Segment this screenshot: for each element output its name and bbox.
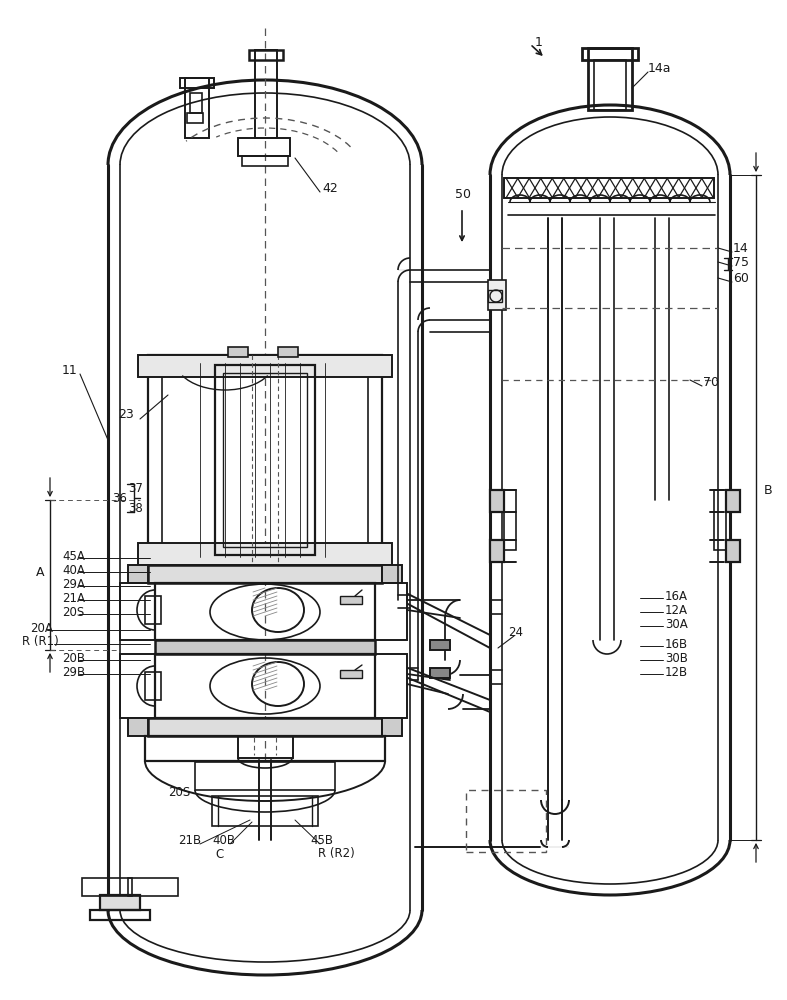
Bar xyxy=(490,540,504,562)
Text: 20A: 20A xyxy=(30,621,53,635)
Bar xyxy=(249,50,283,60)
Bar xyxy=(148,718,382,736)
Bar xyxy=(187,113,203,123)
Text: 11: 11 xyxy=(62,363,78,376)
Text: 42: 42 xyxy=(322,182,338,194)
Text: 21B: 21B xyxy=(178,834,201,846)
Bar xyxy=(504,490,516,550)
Bar xyxy=(375,654,407,718)
Bar xyxy=(212,796,318,826)
Bar xyxy=(382,718,402,736)
Bar xyxy=(340,670,362,678)
Bar xyxy=(588,48,632,110)
Text: 23: 23 xyxy=(118,408,134,422)
Text: 37: 37 xyxy=(128,482,143,494)
Bar xyxy=(180,78,214,88)
Text: 70: 70 xyxy=(703,375,719,388)
Bar xyxy=(238,138,290,156)
Bar xyxy=(488,290,502,302)
Bar xyxy=(100,895,140,910)
Bar xyxy=(278,347,298,357)
Text: 12A: 12A xyxy=(665,603,688,616)
Text: 20S: 20S xyxy=(62,605,84,618)
Bar xyxy=(155,640,375,654)
Bar xyxy=(215,365,315,555)
Text: 50: 50 xyxy=(455,188,471,202)
Bar xyxy=(466,790,546,852)
Bar xyxy=(714,490,726,550)
Bar xyxy=(120,583,155,640)
Bar xyxy=(582,48,638,60)
Bar xyxy=(488,280,506,310)
Bar xyxy=(255,50,277,138)
Text: 45B: 45B xyxy=(310,834,333,846)
Text: 40B: 40B xyxy=(212,834,235,846)
Bar xyxy=(726,540,740,562)
Bar xyxy=(155,583,375,640)
Text: R (R1): R (R1) xyxy=(22,636,59,648)
Text: 29A: 29A xyxy=(62,578,85,590)
Text: 45A: 45A xyxy=(62,550,85,562)
Bar xyxy=(195,762,335,790)
Text: 38: 38 xyxy=(128,502,142,514)
Text: 14: 14 xyxy=(733,241,748,254)
Bar xyxy=(504,178,714,198)
Bar xyxy=(185,78,209,138)
Text: 21A: 21A xyxy=(62,591,85,604)
Text: 20B: 20B xyxy=(62,652,85,664)
Bar xyxy=(223,373,307,547)
Bar xyxy=(138,355,392,377)
Bar xyxy=(82,878,132,896)
Text: 29B: 29B xyxy=(62,666,85,678)
Bar xyxy=(90,910,150,920)
Text: 16B: 16B xyxy=(665,638,688,650)
Bar xyxy=(228,347,248,357)
Text: 60: 60 xyxy=(733,271,749,284)
Text: 14a: 14a xyxy=(648,62,671,75)
Text: R (R2): R (R2) xyxy=(318,848,355,860)
Text: 16A: 16A xyxy=(665,589,688,602)
Text: 1: 1 xyxy=(535,35,543,48)
Text: 30A: 30A xyxy=(665,617,688,631)
Bar xyxy=(382,565,402,583)
Text: 40A: 40A xyxy=(62,564,85,576)
Bar xyxy=(430,668,450,678)
Bar xyxy=(162,363,368,557)
Bar xyxy=(148,355,382,565)
Bar xyxy=(128,565,148,583)
Bar xyxy=(490,490,504,512)
Text: C: C xyxy=(215,848,224,860)
Bar xyxy=(238,718,293,758)
Bar xyxy=(128,718,148,736)
Text: 30B: 30B xyxy=(665,652,688,664)
Text: B: B xyxy=(764,484,773,496)
Bar xyxy=(128,878,178,896)
Bar xyxy=(155,654,375,718)
Bar xyxy=(138,543,392,565)
Bar xyxy=(726,490,740,512)
Bar xyxy=(120,654,155,718)
Text: 36: 36 xyxy=(112,491,127,504)
Text: 24: 24 xyxy=(508,626,523,639)
Bar xyxy=(594,60,626,110)
Bar xyxy=(145,672,161,700)
Text: A: A xyxy=(36,566,45,578)
Text: 20S: 20S xyxy=(168,786,190,798)
Bar xyxy=(430,640,450,650)
Bar xyxy=(242,156,288,166)
Bar xyxy=(375,583,407,640)
Bar xyxy=(340,596,362,604)
Bar xyxy=(145,736,385,761)
Bar xyxy=(148,565,382,583)
Bar xyxy=(190,93,202,113)
Text: 75: 75 xyxy=(733,255,749,268)
Text: 12B: 12B xyxy=(665,666,688,678)
Bar xyxy=(145,596,161,624)
